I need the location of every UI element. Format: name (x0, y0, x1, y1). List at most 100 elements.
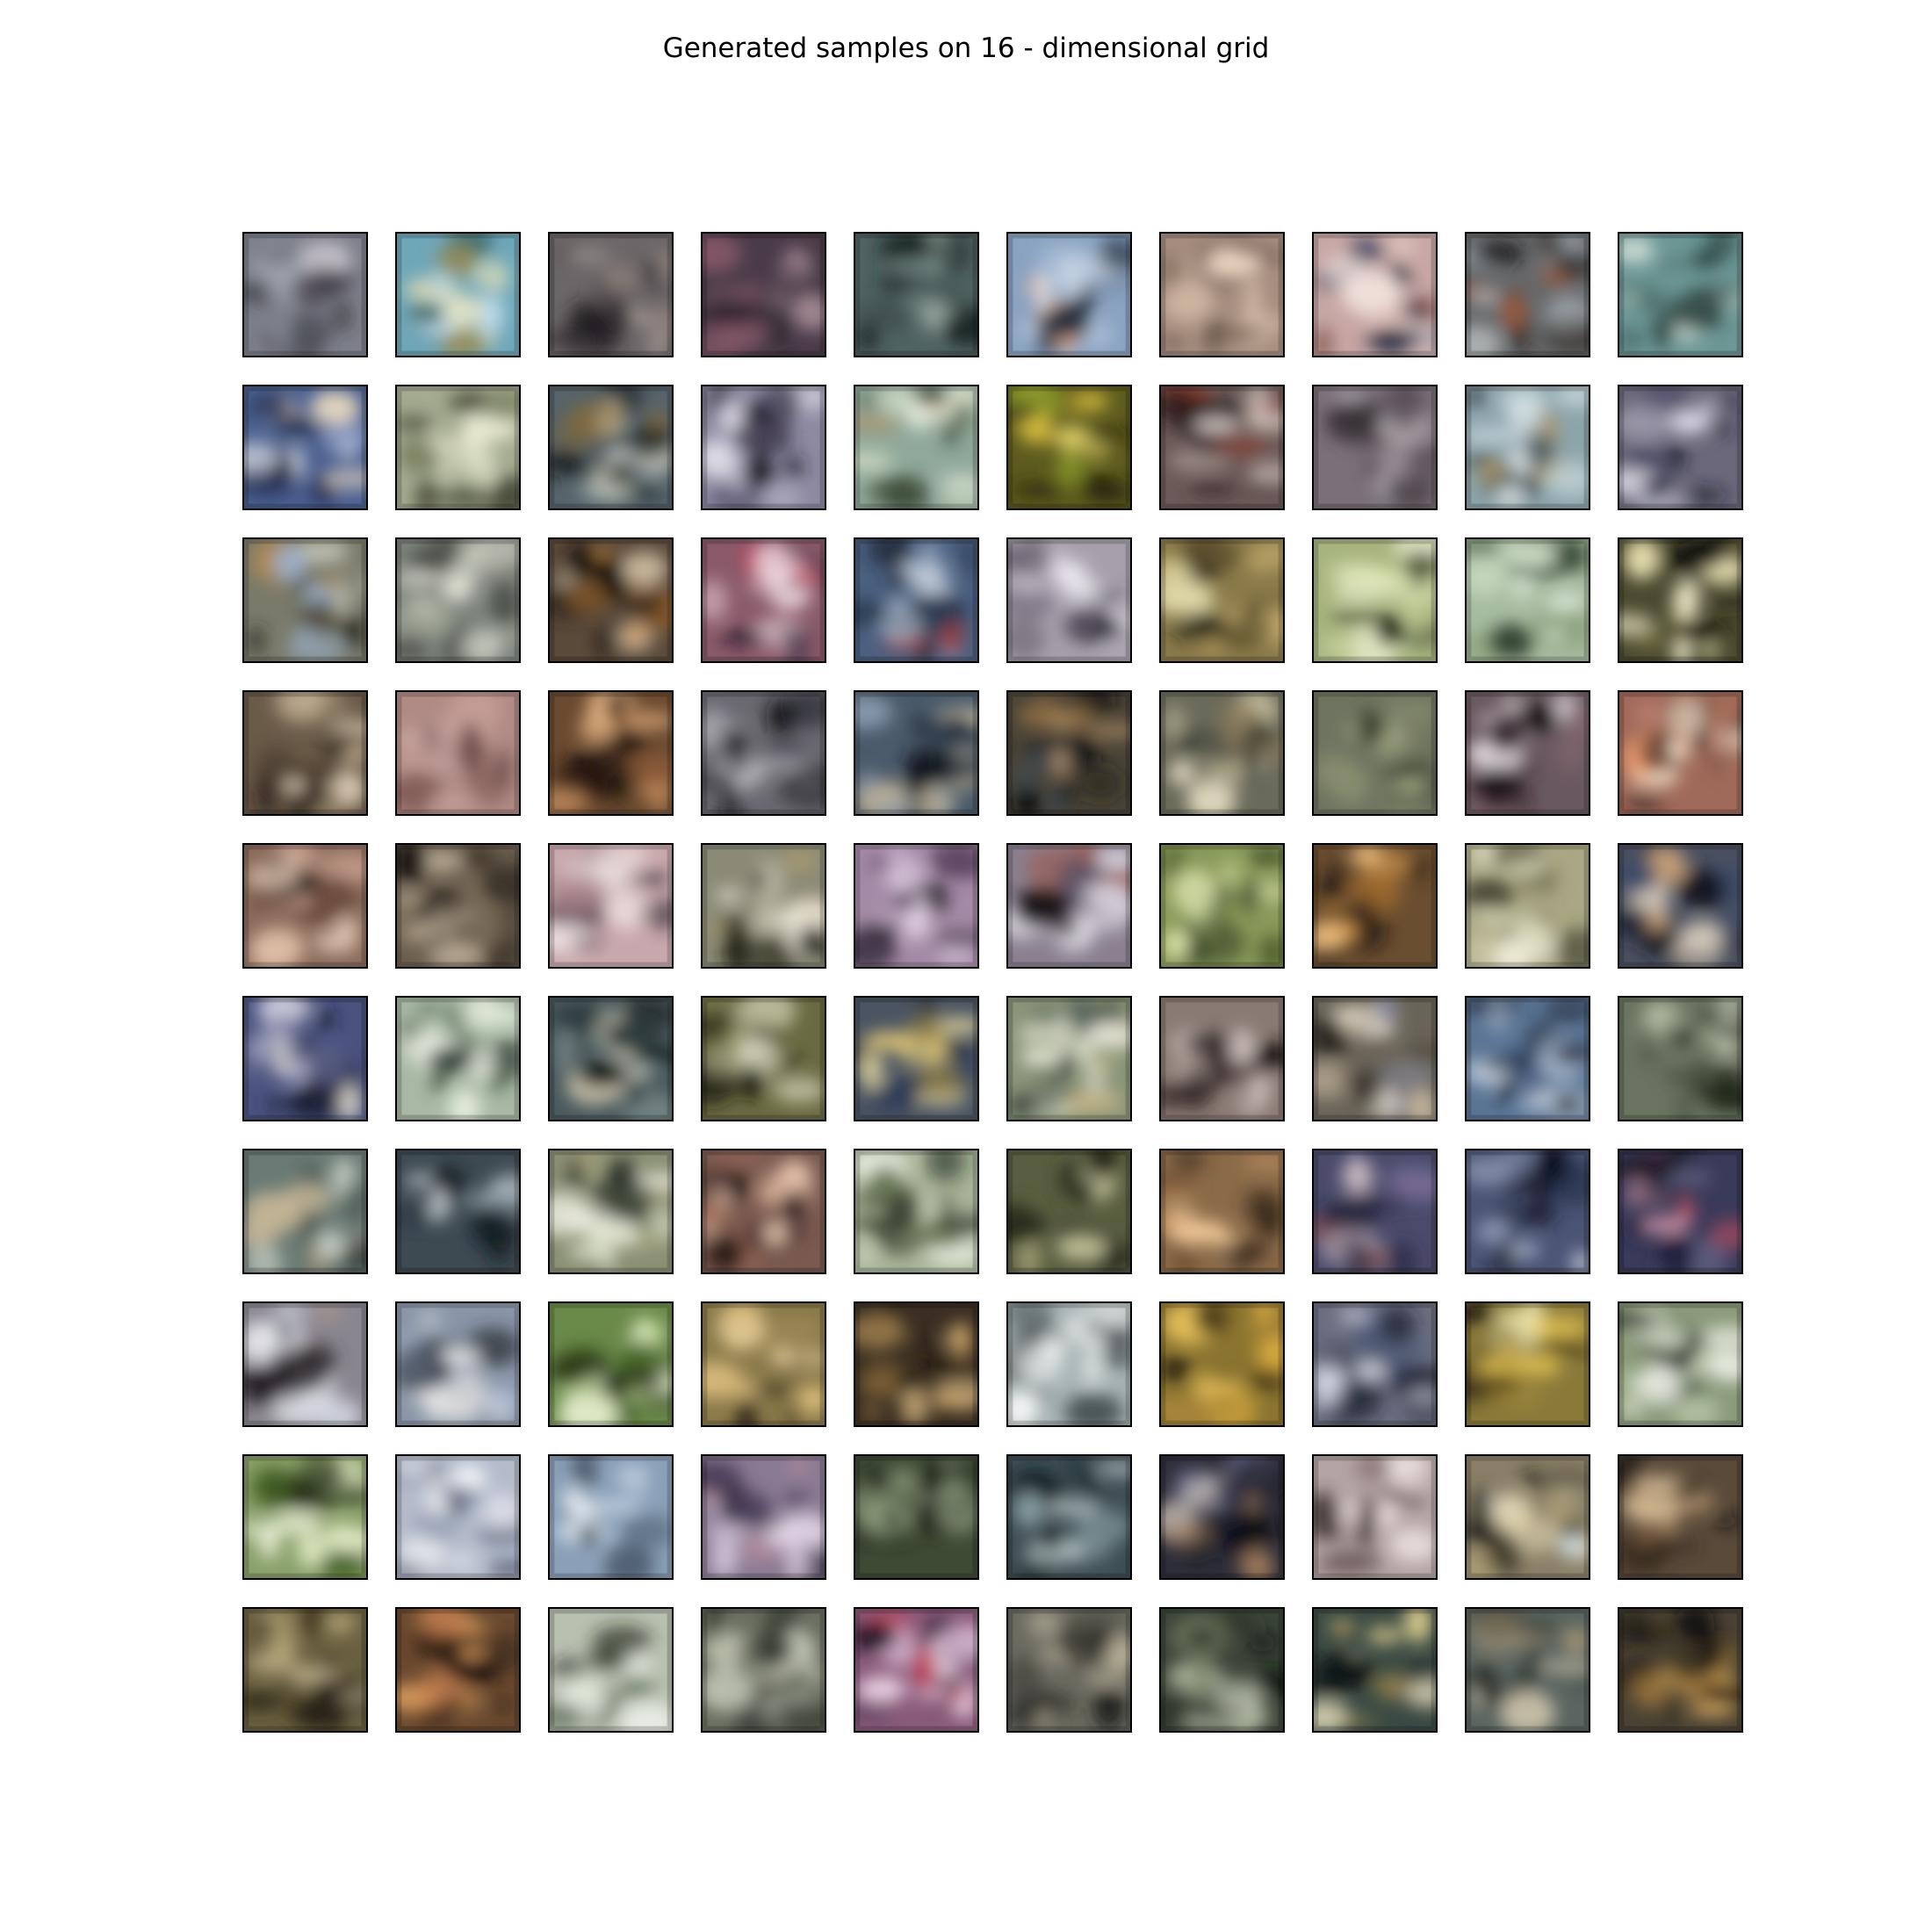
sample-thumbnail (701, 1301, 826, 1427)
sample-thumbnail (1312, 232, 1438, 357)
sample-thumbnail (1618, 690, 1743, 816)
sample-thumbnail (242, 843, 368, 969)
sample-thumbnail (1159, 690, 1285, 816)
sample-thumbnail (1618, 1607, 1743, 1733)
sample-thumbnail (1618, 385, 1743, 510)
sample-thumbnail (854, 1607, 979, 1733)
sample-thumbnail (1159, 537, 1285, 663)
sample-thumbnail (1006, 537, 1132, 663)
sample-thumbnail (242, 996, 368, 1121)
sample-thumbnail (242, 690, 368, 816)
sample-thumbnail (1312, 843, 1438, 969)
sample-thumbnail (1159, 1149, 1285, 1274)
sample-thumbnail (1618, 1301, 1743, 1427)
sample-thumbnail (242, 1454, 368, 1580)
sample-thumbnail (701, 1607, 826, 1733)
sample-thumbnail (242, 537, 368, 663)
sample-thumbnail (1159, 1607, 1285, 1733)
sample-thumbnail (1006, 385, 1132, 510)
sample-thumbnail (242, 1149, 368, 1274)
sample-thumbnail (548, 1454, 674, 1580)
sample-thumbnail (1465, 1149, 1590, 1274)
sample-thumbnail (1159, 385, 1285, 510)
figure-title: Generated samples on 16 - dimensional gr… (662, 32, 1270, 64)
sample-thumbnail (1006, 996, 1132, 1121)
sample-thumbnail (548, 232, 674, 357)
sample-thumbnail (854, 1454, 979, 1580)
sample-thumbnail (548, 537, 674, 663)
sample-thumbnail (395, 232, 521, 357)
sample-thumbnail (701, 690, 826, 816)
sample-thumbnail (1618, 843, 1743, 969)
sample-thumbnail (1465, 1607, 1590, 1733)
sample-thumbnail (395, 690, 521, 816)
sample-thumbnail (1465, 843, 1590, 969)
sample-thumbnail (395, 843, 521, 969)
sample-thumbnail (1006, 1149, 1132, 1274)
sample-thumbnail (395, 537, 521, 663)
sample-thumbnail (395, 385, 521, 510)
sample-thumbnail (1159, 1454, 1285, 1580)
sample-thumbnail (1312, 690, 1438, 816)
sample-thumbnail (242, 1607, 368, 1733)
sample-thumbnail (395, 1454, 521, 1580)
sample-thumbnail (854, 232, 979, 357)
sample-thumbnail (1618, 1454, 1743, 1580)
sample-thumbnail (1159, 232, 1285, 357)
sample-thumbnail (701, 843, 826, 969)
sample-thumbnail (1006, 232, 1132, 357)
sample-thumbnail (548, 1149, 674, 1274)
sample-thumbnail (701, 232, 826, 357)
sample-thumbnail (1465, 385, 1590, 510)
sample-thumbnail (1465, 1301, 1590, 1427)
sample-thumbnail (548, 690, 674, 816)
sample-thumbnail (242, 1301, 368, 1427)
sample-thumbnail (1312, 996, 1438, 1121)
sample-thumbnail (1312, 1607, 1438, 1733)
sample-thumbnail (854, 1301, 979, 1427)
sample-thumbnail (1159, 1301, 1285, 1427)
sample-thumbnail (1465, 690, 1590, 816)
sample-thumbnail (548, 385, 674, 510)
sample-thumbnail (1006, 1301, 1132, 1427)
sample-thumbnail (1618, 537, 1743, 663)
sample-thumbnail (1006, 1454, 1132, 1580)
sample-thumbnail (548, 1607, 674, 1733)
sample-thumbnail (854, 843, 979, 969)
sample-thumbnail (548, 1301, 674, 1427)
sample-thumbnail (395, 996, 521, 1121)
sample-thumbnail (1618, 996, 1743, 1121)
sample-thumbnail (1312, 537, 1438, 663)
sample-thumbnail (854, 1149, 979, 1274)
sample-thumbnail (395, 1301, 521, 1427)
sample-thumbnail (1465, 537, 1590, 663)
sample-thumbnail (854, 385, 979, 510)
sample-thumbnail (1159, 843, 1285, 969)
sample-thumbnail (1159, 996, 1285, 1121)
sample-thumbnail (548, 996, 674, 1121)
sample-thumbnail (1465, 996, 1590, 1121)
sample-thumbnail (242, 232, 368, 357)
sample-thumbnail (701, 1454, 826, 1580)
sample-thumbnail (1312, 1454, 1438, 1580)
sample-thumbnail (1006, 690, 1132, 816)
sample-thumbnail (854, 537, 979, 663)
sample-thumbnail (548, 843, 674, 969)
sample-thumbnail (1618, 232, 1743, 357)
sample-thumbnail (701, 385, 826, 510)
sample-thumbnail (395, 1607, 521, 1733)
sample-thumbnail (1312, 1149, 1438, 1274)
sample-thumbnail (1006, 1607, 1132, 1733)
sample-grid (242, 232, 1755, 1744)
sample-thumbnail (701, 996, 826, 1121)
sample-thumbnail (1312, 1301, 1438, 1427)
sample-thumbnail (395, 1149, 521, 1274)
sample-thumbnail (1465, 232, 1590, 357)
sample-thumbnail (1006, 843, 1132, 969)
sample-thumbnail (854, 996, 979, 1121)
sample-thumbnail (854, 690, 979, 816)
sample-thumbnail (1618, 1149, 1743, 1274)
sample-thumbnail (1312, 385, 1438, 510)
sample-thumbnail (242, 385, 368, 510)
sample-thumbnail (701, 1149, 826, 1274)
